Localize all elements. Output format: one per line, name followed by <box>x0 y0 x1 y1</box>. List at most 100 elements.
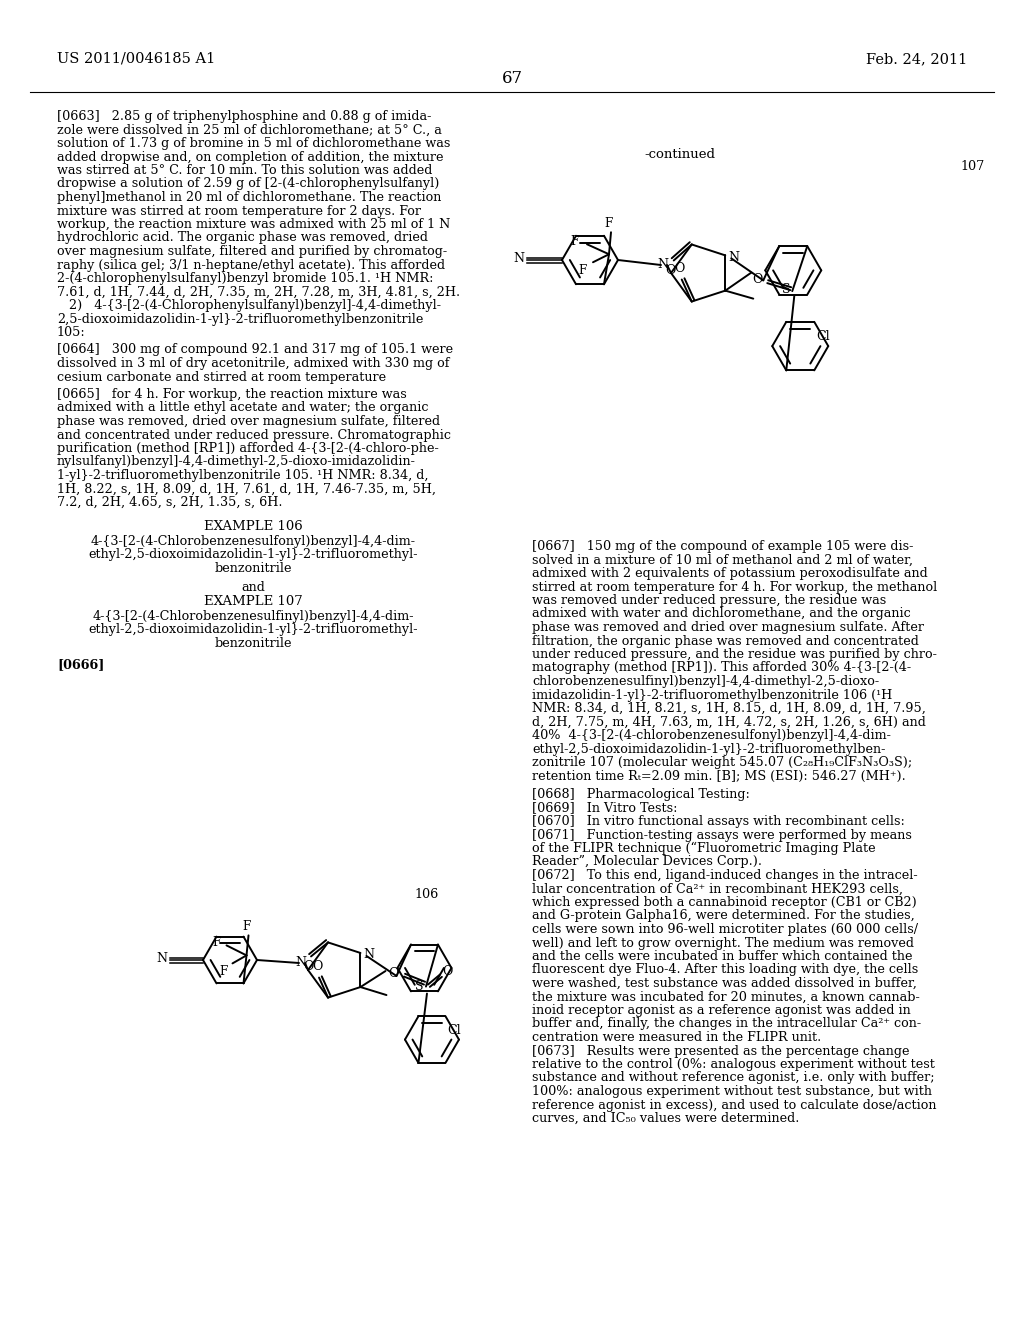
Text: 7.2, d, 2H, 4.65, s, 2H, 1.35, s, 6H.: 7.2, d, 2H, 4.65, s, 2H, 1.35, s, 6H. <box>57 496 283 510</box>
Text: 2-(4-chlorophenylsulfanyl)benzyl bromide 105.1. ¹H NMR:: 2-(4-chlorophenylsulfanyl)benzyl bromide… <box>57 272 433 285</box>
Text: raphy (silica gel; 3/1 n-heptane/ethyl acetate). This afforded: raphy (silica gel; 3/1 n-heptane/ethyl a… <box>57 259 445 272</box>
Text: substance and without reference agonist, i.e. only with buffer;: substance and without reference agonist,… <box>532 1072 935 1085</box>
Text: NMR: 8.34, d, 1H, 8.21, s, 1H, 8.15, d, 1H, 8.09, d, 1H, 7.95,: NMR: 8.34, d, 1H, 8.21, s, 1H, 8.15, d, … <box>532 702 926 715</box>
Text: phase was removed, dried over magnesium sulfate, filtered: phase was removed, dried over magnesium … <box>57 414 440 428</box>
Text: [0667]   150 mg of the compound of example 105 were dis-: [0667] 150 mg of the compound of example… <box>532 540 913 553</box>
Text: under reduced pressure, and the residue was purified by chro-: under reduced pressure, and the residue … <box>532 648 937 661</box>
Text: US 2011/0046185 A1: US 2011/0046185 A1 <box>57 51 215 66</box>
Text: mixture was stirred at room temperature for 2 days. For: mixture was stirred at room temperature … <box>57 205 421 218</box>
Text: O: O <box>303 961 313 973</box>
Text: Cl: Cl <box>816 330 829 343</box>
Text: [0665]   for 4 h. For workup, the reaction mixture was: [0665] for 4 h. For workup, the reaction… <box>57 388 407 401</box>
Text: [0669]   In Vitro Tests:: [0669] In Vitro Tests: <box>532 801 678 814</box>
Text: F: F <box>579 264 587 277</box>
Text: over magnesium sulfate, filtered and purified by chromatog-: over magnesium sulfate, filtered and pur… <box>57 246 447 257</box>
Text: 2)   4-{3-[2-(4-Chlorophenylsulfanyl)benzyl]-4,4-dimethyl-: 2) 4-{3-[2-(4-Chlorophenylsulfanyl)benzy… <box>57 300 441 312</box>
Text: phase was removed and dried over magnesium sulfate. After: phase was removed and dried over magnesi… <box>532 620 924 634</box>
Text: buffer and, finally, the changes in the intracellular Ca²⁺ con-: buffer and, finally, the changes in the … <box>532 1018 922 1031</box>
Text: benzonitrile: benzonitrile <box>214 561 292 574</box>
Text: well) and left to grow overnight. The medium was removed: well) and left to grow overnight. The me… <box>532 936 914 949</box>
Text: 1-yl}-2-trifluoromethylbenzonitrile 105. ¹H NMR: 8.34, d,: 1-yl}-2-trifluoromethylbenzonitrile 105.… <box>57 469 428 482</box>
Text: [0664]   300 mg of compound 92.1 and 317 mg of 105.1 were: [0664] 300 mg of compound 92.1 and 317 m… <box>57 343 454 356</box>
Text: phenyl]methanol in 20 ml of dichloromethane. The reaction: phenyl]methanol in 20 ml of dichlorometh… <box>57 191 441 205</box>
Text: 4-{3-[2-(4-Chlorobenzenesulfinyl)benzyl]-4,4-dim-: 4-{3-[2-(4-Chlorobenzenesulfinyl)benzyl]… <box>92 610 414 623</box>
Text: [0663]   2.85 g of triphenylphosphine and 0.88 g of imida-: [0663] 2.85 g of triphenylphosphine and … <box>57 110 431 123</box>
Text: of the FLIPR technique (“Fluorometric Imaging Plate: of the FLIPR technique (“Fluorometric Im… <box>532 842 876 855</box>
Text: filtration, the organic phase was removed and concentrated: filtration, the organic phase was remove… <box>532 635 919 648</box>
Text: F: F <box>212 936 220 949</box>
Text: [0673]   Results were presented as the percentage change: [0673] Results were presented as the per… <box>532 1044 909 1057</box>
Text: EXAMPLE 106: EXAMPLE 106 <box>204 520 302 532</box>
Text: imidazolidin-1-yl}-2-trifluoromethylbenzonitrile 106 (¹H: imidazolidin-1-yl}-2-trifluoromethylbenz… <box>532 689 892 701</box>
Text: lular concentration of Ca²⁺ in recombinant HEK293 cells,: lular concentration of Ca²⁺ in recombina… <box>532 883 903 895</box>
Text: F: F <box>243 920 251 933</box>
Text: 107: 107 <box>961 160 984 173</box>
Text: hydrochloric acid. The organic phase was removed, dried: hydrochloric acid. The organic phase was… <box>57 231 428 244</box>
Text: solution of 1.73 g of bromine in 5 ml of dichloromethane was: solution of 1.73 g of bromine in 5 ml of… <box>57 137 451 150</box>
Text: the mixture was incubated for 20 minutes, a known cannab-: the mixture was incubated for 20 minutes… <box>532 990 920 1003</box>
Text: cells were sown into 96-well microtiter plates (60 000 cells/: cells were sown into 96-well microtiter … <box>532 923 918 936</box>
Text: and: and <box>241 581 265 594</box>
Text: 40%  4-{3-[2-(4-chlorobenzenesulfonyl)benzyl]-4,4-dim-: 40% 4-{3-[2-(4-chlorobenzenesulfonyl)ben… <box>532 729 891 742</box>
Text: d, 2H, 7.75, m, 4H, 7.63, m, 1H, 4.72, s, 2H, 1.26, s, 6H) and: d, 2H, 7.75, m, 4H, 7.63, m, 1H, 4.72, s… <box>532 715 926 729</box>
Text: nylsulfanyl)benzyl]-4,4-dimethyl-2,5-dioxo-imidazolidin-: nylsulfanyl)benzyl]-4,4-dimethyl-2,5-dio… <box>57 455 416 469</box>
Text: admixed with 2 equivalents of potassium peroxodisulfate and: admixed with 2 equivalents of potassium … <box>532 568 928 579</box>
Text: chlorobenzenesulfinyl)benzyl]-4,4-dimethyl-2,5-dioxo-: chlorobenzenesulfinyl)benzyl]-4,4-dimeth… <box>532 675 880 688</box>
Text: Cl: Cl <box>447 1024 461 1038</box>
Text: S: S <box>781 282 791 296</box>
Text: and G-protein Galpha16, were determined. For the studies,: and G-protein Galpha16, were determined.… <box>532 909 914 923</box>
Text: N: N <box>657 257 669 271</box>
Text: [0671]   Function-testing assays were performed by means: [0671] Function-testing assays were perf… <box>532 829 912 842</box>
Text: 67: 67 <box>502 70 522 87</box>
Text: admixed with water and dichloromethane, and the organic: admixed with water and dichloromethane, … <box>532 607 910 620</box>
Text: O: O <box>666 264 676 277</box>
Text: O: O <box>675 261 685 275</box>
Text: purification (method [RP1]) afforded 4-{3-[2-(4-chloro-phe-: purification (method [RP1]) afforded 4-{… <box>57 442 438 455</box>
Text: 105:: 105: <box>57 326 86 339</box>
Text: 7.61, d, 1H, 7.44, d, 2H, 7.35, m, 2H, 7.28, m, 3H, 4.81, s, 2H.: 7.61, d, 1H, 7.44, d, 2H, 7.35, m, 2H, 7… <box>57 285 460 298</box>
Text: 100%: analogous experiment without test substance, but with: 100%: analogous experiment without test … <box>532 1085 932 1098</box>
Text: [0666]: [0666] <box>57 659 104 672</box>
Text: O: O <box>442 965 453 978</box>
Text: O: O <box>388 968 399 979</box>
Text: Feb. 24, 2011: Feb. 24, 2011 <box>865 51 967 66</box>
Text: O: O <box>312 960 323 973</box>
Text: admixed with a little ethyl acetate and water; the organic: admixed with a little ethyl acetate and … <box>57 401 428 414</box>
Text: dissolved in 3 ml of dry acetonitrile, admixed with 330 mg of: dissolved in 3 ml of dry acetonitrile, a… <box>57 356 450 370</box>
Text: N: N <box>728 251 739 264</box>
Text: which expressed both a cannabinoid receptor (CB1 or CB2): which expressed both a cannabinoid recep… <box>532 896 916 909</box>
Text: zonitrile 107 (molecular weight 545.07 (C₂₈H₁₉ClF₃N₃O₃S);: zonitrile 107 (molecular weight 545.07 (… <box>532 756 912 770</box>
Text: were washed, test substance was added dissolved in buffer,: were washed, test substance was added di… <box>532 977 916 990</box>
Text: workup, the reaction mixture was admixed with 25 ml of 1 N: workup, the reaction mixture was admixed… <box>57 218 451 231</box>
Text: -continued: -continued <box>644 148 716 161</box>
Text: and concentrated under reduced pressure. Chromatographic: and concentrated under reduced pressure.… <box>57 429 451 441</box>
Text: ethyl-2,5-dioxoimidazolidin-1-yl}-2-trifluoromethyl-: ethyl-2,5-dioxoimidazolidin-1-yl}-2-trif… <box>88 548 418 561</box>
Text: [0670]   In vitro functional assays with recombinant cells:: [0670] In vitro functional assays with r… <box>532 814 905 828</box>
Text: reference agonist in excess), and used to calculate dose/action: reference agonist in excess), and used t… <box>532 1098 937 1111</box>
Text: F: F <box>570 235 579 248</box>
Text: curves, and IC₅₀ values were determined.: curves, and IC₅₀ values were determined. <box>532 1111 800 1125</box>
Text: ethyl-2,5-dioxoimidazolidin-1-yl}-2-trifluoromethylben-: ethyl-2,5-dioxoimidazolidin-1-yl}-2-trif… <box>532 742 886 755</box>
Text: matography (method [RP1]). This afforded 30% 4-{3-[2-(4-: matography (method [RP1]). This afforded… <box>532 661 911 675</box>
Text: 4-{3-[2-(4-Chlorobenzenesulfonyl)benzyl]-4,4-dim-: 4-{3-[2-(4-Chlorobenzenesulfonyl)benzyl]… <box>90 535 416 548</box>
Text: N: N <box>156 953 167 965</box>
Text: 2,5-dioxoimidazolidin-1-yl}-2-trifluoromethylbenzonitrile: 2,5-dioxoimidazolidin-1-yl}-2-trifluorom… <box>57 313 423 326</box>
Text: S: S <box>416 979 424 993</box>
Text: centration were measured in the FLIPR unit.: centration were measured in the FLIPR un… <box>532 1031 821 1044</box>
Text: N: N <box>513 252 524 265</box>
Text: Reader”, Molecular Devices Corp.).: Reader”, Molecular Devices Corp.). <box>532 855 762 869</box>
Text: benzonitrile: benzonitrile <box>214 638 292 649</box>
Text: F: F <box>219 965 227 978</box>
Text: and the cells were incubated in buffer which contained the: and the cells were incubated in buffer w… <box>532 950 912 964</box>
Text: 106: 106 <box>415 888 439 902</box>
Text: was stirred at 5° C. for 10 min. To this solution was added: was stirred at 5° C. for 10 min. To this… <box>57 164 432 177</box>
Text: EXAMPLE 107: EXAMPLE 107 <box>204 595 302 609</box>
Text: O: O <box>752 273 762 285</box>
Text: fluorescent dye Fluo-4. After this loading with dye, the cells: fluorescent dye Fluo-4. After this loadi… <box>532 964 919 977</box>
Text: solved in a mixture of 10 ml of methanol and 2 ml of water,: solved in a mixture of 10 ml of methanol… <box>532 553 913 566</box>
Text: stirred at room temperature for 4 h. For workup, the methanol: stirred at room temperature for 4 h. For… <box>532 581 937 594</box>
Text: ethyl-2,5-dioxoimidazolidin-1-yl}-2-trifluoromethyl-: ethyl-2,5-dioxoimidazolidin-1-yl}-2-trif… <box>88 623 418 636</box>
Text: relative to the control (0%: analogous experiment without test: relative to the control (0%: analogous e… <box>532 1059 935 1071</box>
Text: 1H, 8.22, s, 1H, 8.09, d, 1H, 7.61, d, 1H, 7.46-7.35, m, 5H,: 1H, 8.22, s, 1H, 8.09, d, 1H, 7.61, d, 1… <box>57 483 436 495</box>
Text: zole were dissolved in 25 ml of dichloromethane; at 5° C., a: zole were dissolved in 25 ml of dichloro… <box>57 124 442 136</box>
